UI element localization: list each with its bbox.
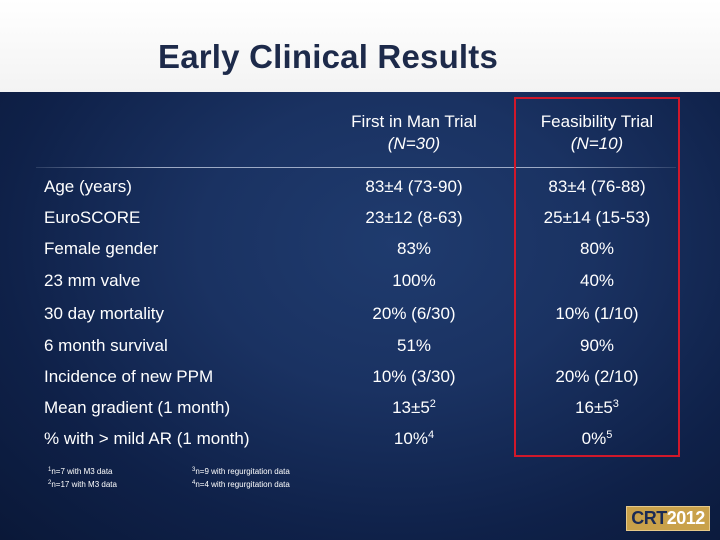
row-label: EuroSCORE xyxy=(44,208,141,227)
footnote-ref: 2 xyxy=(429,398,436,410)
column-n: (N=10) xyxy=(570,134,624,153)
title-bar: Early Clinical Results xyxy=(0,0,720,92)
table-row: Incidence of new PPM 10% (3/30) 20% (2/1… xyxy=(0,367,720,395)
feasibility-value: 10% (1/10) xyxy=(555,304,639,323)
footnote-text: n=9 with regurgitation data xyxy=(195,467,290,476)
footnote-number: 2 xyxy=(48,480,52,486)
first-in-man-value: 83±4 (73-90) xyxy=(365,177,463,196)
row-label: Age (years) xyxy=(44,177,132,196)
footnote-ref: 4 xyxy=(427,429,435,441)
footnote: 2n=17 with M3 data xyxy=(48,480,117,489)
feasibility-value: 83±4 (76-88) xyxy=(548,177,646,196)
value-text: 0% xyxy=(581,429,607,448)
first-in-man-value: 83% xyxy=(396,239,432,258)
value-text: 16±5 xyxy=(575,398,613,417)
first-in-man-value: 10% (3/30) xyxy=(372,367,456,386)
footnote-text: n=7 with M3 data xyxy=(51,467,113,476)
feasibility-value: 80% xyxy=(579,239,615,258)
table-row: % with > mild AR (1 month) 10%4 0%5 xyxy=(0,429,720,457)
header-divider xyxy=(36,167,676,168)
first-in-man-value: 100% xyxy=(392,271,436,290)
table-row: Female gender 83% 80% xyxy=(0,239,720,267)
feasibility-value: 16±53 xyxy=(516,398,678,418)
footnote-text: n=17 with M3 data xyxy=(51,480,117,489)
column-n: (N=30) xyxy=(387,134,441,153)
row-label: Mean gradient (1 month) xyxy=(44,398,231,417)
table-row: 30 day mortality 20% (6/30) 10% (1/10) xyxy=(0,304,720,332)
feasibility-value: 25±14 (15-53) xyxy=(543,208,651,227)
table-row: EuroSCORE 23±12 (8-63) 25±14 (15-53) xyxy=(0,208,720,236)
table-row: 6 month survival 51% 90% xyxy=(0,336,720,364)
table-row: 23 mm valve 100% 40% xyxy=(0,271,720,299)
column-header-feasibility: Feasibility Trial (N=10) xyxy=(516,111,678,155)
row-label: Incidence of new PPM xyxy=(44,367,214,386)
first-in-man-value: 23±12 (8-63) xyxy=(365,208,463,227)
first-in-man-value: 13±52 xyxy=(330,398,498,418)
footnote-number: 1 xyxy=(48,467,52,473)
feasibility-value: 40% xyxy=(579,271,615,290)
row-label: 6 month survival xyxy=(44,336,168,355)
footnote-number: 4 xyxy=(192,480,196,486)
footnote-ref: 3 xyxy=(612,398,619,410)
row-label: 23 mm valve xyxy=(44,271,141,290)
row-label: Female gender xyxy=(44,239,159,258)
table-row: Mean gradient (1 month) 13±52 16±53 xyxy=(0,398,720,426)
value-text: 13±5 xyxy=(392,398,430,417)
column-header-first-in-man: First in Man Trial (N=30) xyxy=(330,111,498,155)
feasibility-highlight-box xyxy=(514,97,680,457)
first-in-man-value: 20% (6/30) xyxy=(372,304,456,323)
logo-part-1: CRT xyxy=(631,508,667,528)
footnote: 3n=9 with regurgitation data xyxy=(192,467,290,476)
slide-title: Early Clinical Results xyxy=(158,38,499,75)
crt-2012-logo: CRT2012 xyxy=(626,506,710,531)
feasibility-value: 0%5 xyxy=(516,429,678,449)
row-label: % with > mild AR (1 month) xyxy=(44,429,250,448)
value-text: 10% xyxy=(393,429,428,448)
row-label: 30 day mortality xyxy=(44,304,164,323)
logo-part-2: 2012 xyxy=(666,508,706,528)
feasibility-value: 20% (2/10) xyxy=(555,367,639,386)
footnote-ref: 5 xyxy=(606,429,613,441)
column-name: First in Man Trial xyxy=(351,112,477,131)
table-row: Age (years) 83±4 (73-90) 83±4 (76-88) xyxy=(0,177,720,205)
footnote: 1n=7 with M3 data xyxy=(48,467,113,476)
footnote-text: n=4 with regurgitation data xyxy=(195,480,290,489)
first-in-man-value: 51% xyxy=(396,336,432,355)
column-name: Feasibility Trial xyxy=(540,112,654,131)
footnote-number: 3 xyxy=(192,467,196,473)
feasibility-value: 90% xyxy=(579,336,615,355)
footnote: 4n=4 with regurgitation data xyxy=(192,480,290,489)
first-in-man-value: 10%4 xyxy=(330,429,498,449)
